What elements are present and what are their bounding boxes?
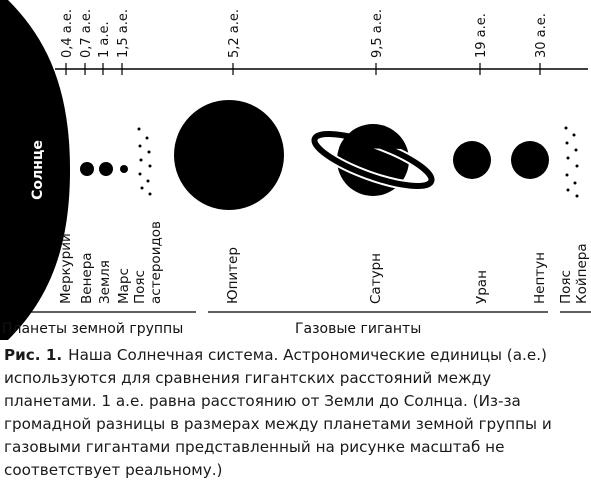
label-kuiper-belt: ПоясКойпера: [558, 243, 590, 304]
kuiper-belt-dots: [564, 126, 579, 198]
label-mars: Марс: [116, 268, 132, 304]
label-venus: Венера: [79, 252, 95, 304]
mercury-shape: [63, 166, 69, 172]
caption-figure-number: Рис. 1.: [4, 346, 63, 364]
au-tick-label: 30 а.е.: [534, 13, 549, 58]
au-scale: 0,4 а.е. 0,7 а.е. 1 а.е. 1,5 а.е. 5,2 а.е. 9,…: [60, 9, 549, 75]
label-uranus: Уран: [474, 270, 490, 304]
neptune-shape: [511, 141, 549, 179]
figure-caption: Рис. 1. Наша Солнечная система. Астрономи…: [4, 344, 588, 482]
au-tick-label: 0,4 а.е.: [60, 9, 75, 58]
group-label-terrestrial: Планеты земной группы: [2, 321, 183, 337]
label-asteroid-belt: Поясастероидов: [132, 221, 164, 304]
label-neptune: Нептун: [532, 252, 548, 304]
sun-shape: [0, 0, 70, 340]
au-tick-label: 9,5 а.е.: [370, 9, 385, 58]
earth-shape: [99, 162, 113, 176]
saturn-shape: [309, 124, 437, 196]
label-saturn: Сатурн: [368, 253, 384, 304]
asteroid-belt-dots: [137, 127, 152, 196]
au-tick-label: 0,7 а.е.: [79, 9, 94, 58]
mars-shape: [120, 165, 128, 173]
au-tick-label: 1,5 а.е.: [116, 9, 131, 58]
label-earth: Земля: [97, 260, 113, 304]
caption-text: Наша Солнечная система. Астрономические …: [4, 346, 552, 479]
jupiter-shape: [174, 100, 284, 210]
venus-shape: [80, 162, 94, 176]
group-label-giants: Газовые гиганты: [295, 321, 421, 337]
uranus-shape: [453, 141, 491, 179]
body-labels: Меркурий Венера Земля Марс Поясастероидов Юпи…: [58, 221, 590, 304]
au-tick-label: 1 а.е.: [97, 21, 112, 58]
label-jupiter: Юпитер: [225, 247, 241, 304]
solar-system-diagram: Солнце 0,4 а.е. 0,7 а.е. 1 а.е. 1,5 а.е. 5,2…: [0, 0, 591, 340]
label-mercury: Меркурий: [58, 233, 74, 304]
sun-label: Солнце: [30, 140, 46, 200]
au-tick-label: 19 а.е.: [474, 13, 489, 58]
au-tick-label: 5,2 а.е.: [227, 9, 242, 58]
